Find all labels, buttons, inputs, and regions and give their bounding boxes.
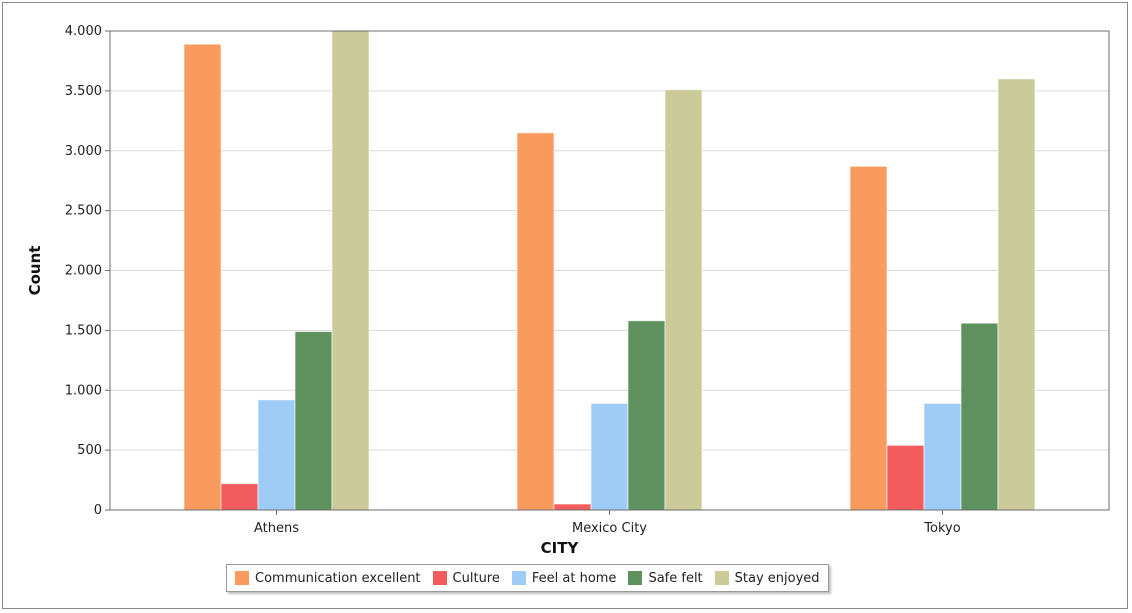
bar [590, 402, 629, 511]
legend-label: Feel at home [531, 570, 617, 586]
x-axis-ticks: Athens Mexico City Tokyo [254, 510, 961, 536]
bar [886, 444, 925, 511]
legend-item: Feel at home [511, 570, 617, 586]
legend-swatch [511, 571, 526, 585]
grid-lines [110, 90, 1109, 451]
bar [849, 165, 888, 511]
y-tick-label: 500 [77, 443, 102, 458]
y-tick-label: 3.500 [65, 84, 102, 99]
legend-item: Stay enjoyed [714, 570, 820, 586]
x-tick-label: Mexico City [572, 521, 647, 536]
bar [553, 503, 592, 511]
bar [923, 402, 962, 511]
y-tick-label: 3.000 [65, 144, 102, 159]
x-axis-title: CITY [541, 539, 580, 557]
bar [220, 483, 259, 511]
legend-label: Communication excellent [255, 570, 421, 586]
y-tick-label: 1.500 [65, 323, 102, 338]
bar-series [183, 30, 1036, 511]
y-tick-label: 1.000 [65, 383, 102, 398]
y-axis-ticks: 0 500 1.000 1.500 2.000 2.500 3.000 3.500 4.000 [65, 24, 110, 518]
y-tick-label: 4.000 [65, 24, 102, 39]
y-axis-title: Count [26, 246, 44, 296]
bar [257, 399, 296, 511]
legend-label: Stay enjoyed [734, 570, 820, 586]
bar [664, 89, 703, 511]
legend-swatch [714, 571, 729, 585]
bar [183, 43, 222, 511]
bar [331, 30, 370, 511]
legend-label: Culture [452, 570, 500, 586]
plot-area-border [109, 30, 1110, 511]
bar [997, 78, 1036, 511]
y-tick-label: 2.000 [65, 264, 102, 279]
legend-item: Safe felt [628, 570, 703, 586]
legend-swatch [235, 571, 249, 585]
legend-item: Communication excellent [235, 571, 421, 586]
x-tick-label: Tokyo [923, 521, 960, 536]
bar [516, 132, 555, 511]
bar [960, 322, 999, 511]
y-tick-label: 2.500 [65, 204, 102, 219]
legend-item: Culture [432, 570, 500, 586]
chart-legend: Communication excellent Culture Feel at ho… [226, 564, 829, 592]
legend-swatch [628, 571, 643, 585]
legend-label: Safe felt [648, 570, 703, 586]
bar [294, 331, 333, 511]
y-tick-label: 0 [94, 503, 102, 518]
x-tick-label: Athens [254, 521, 299, 536]
legend-swatch [432, 571, 447, 585]
bar [627, 320, 666, 511]
